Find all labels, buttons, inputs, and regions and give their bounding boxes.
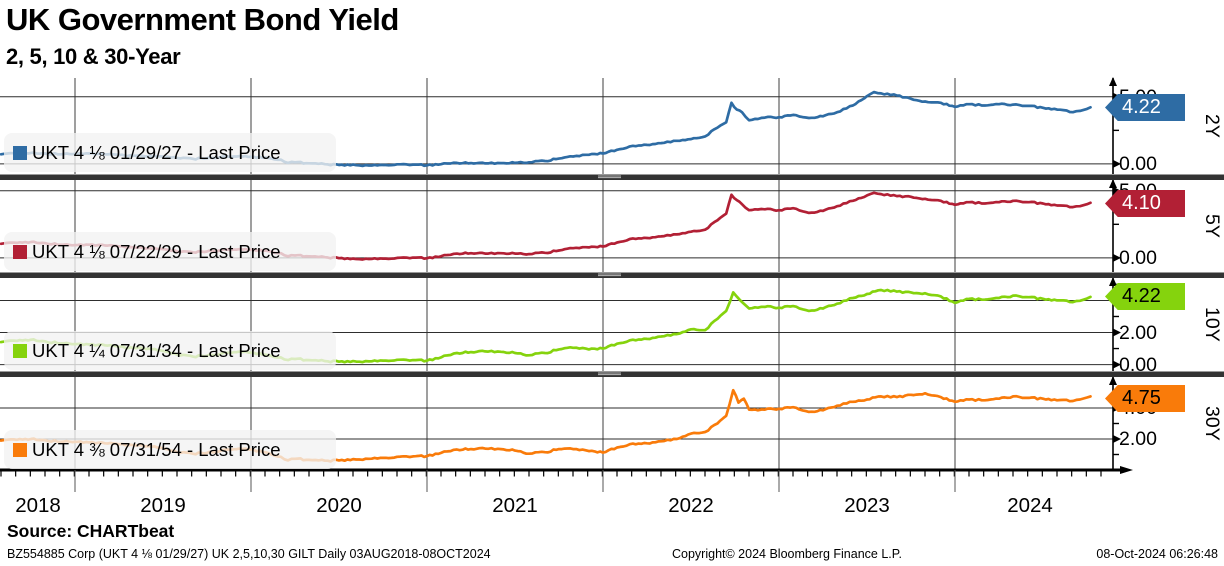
legend-label: UKT 4 ⅜ 07/31/54 - Last Price	[32, 438, 281, 460]
x-tick-label: 2024	[1007, 494, 1053, 517]
tick-arrow-icon	[1113, 360, 1121, 369]
y-tick-label: 0.00	[1119, 354, 1157, 376]
legend-2y[interactable]: UKT 4 ⅛ 01/29/27 - Last Price	[4, 133, 336, 172]
footer-timestamp: 08-Oct-2024 06:26:48	[1096, 547, 1218, 561]
x-tick-label: 2020	[316, 494, 362, 517]
footer-ticker-info: BZ554885 Corp (UKT 4 ⅛ 01/29/27) UK 2,5,…	[7, 547, 491, 561]
x-tick-label: 2018	[15, 494, 61, 517]
panel-axis-label-5y: 5Y	[1201, 214, 1223, 238]
panel-axis-label-2y: 2Y	[1201, 114, 1223, 138]
legend-10y[interactable]: UKT 4 ¼ 07/31/34 - Last Price	[4, 331, 336, 370]
panel-axis-label-10y: 10Y	[1201, 307, 1223, 342]
last-price-tag-2y[interactable]: 4.22	[1105, 94, 1185, 121]
source-line: Source: CHARTbeat	[7, 521, 175, 541]
legend-label: UKT 4 ⅛ 07/22/29 - Last Price	[32, 240, 281, 262]
y-tick-label: 2.00	[1119, 322, 1157, 344]
series-swatch-icon	[13, 244, 27, 259]
tick-arrow-icon	[1113, 186, 1121, 195]
axis-arrow-up-icon	[1109, 179, 1117, 188]
y-tick-label: 0.00	[1119, 153, 1157, 175]
tick-arrow-icon	[1113, 328, 1121, 337]
series-swatch-icon	[13, 442, 27, 457]
x-tick-label: 2021	[492, 494, 538, 517]
last-price-tag-30y[interactable]: 4.75	[1105, 385, 1185, 412]
page-title: UK Government Bond Yield	[6, 2, 399, 37]
last-price-tag-5y[interactable]: 4.10	[1105, 190, 1185, 217]
series-swatch-icon	[13, 145, 27, 160]
axis-arrow-up-icon	[1109, 376, 1117, 385]
legend-30y[interactable]: UKT 4 ⅜ 07/31/54 - Last Price	[4, 430, 336, 469]
axis-arrow-right-icon	[1120, 466, 1133, 474]
y-tick-label: 0.00	[1119, 247, 1157, 269]
series-swatch-icon	[13, 343, 27, 358]
tick-arrow-icon	[1113, 159, 1121, 168]
x-tick-label: 2019	[140, 494, 186, 517]
legend-label: UKT 4 ¼ 07/31/34 - Last Price	[32, 339, 281, 361]
tick-arrow-icon	[1113, 435, 1121, 443]
tick-arrow-icon	[1113, 253, 1121, 262]
legend-label: UKT 4 ⅛ 01/29/27 - Last Price	[32, 141, 281, 163]
x-tick-label: 2023	[844, 494, 890, 517]
y-tick-label: 2.00	[1119, 428, 1157, 450]
x-tick-label: 2022	[668, 494, 714, 517]
legend-5y[interactable]: UKT 4 ⅛ 07/22/29 - Last Price	[4, 232, 336, 271]
axis-arrow-up-icon	[1109, 77, 1117, 86]
last-price-tag-10y[interactable]: 4.22	[1105, 283, 1185, 310]
panel-axis-label-30y: 30Y	[1201, 406, 1223, 441]
axis-arrow-up-icon	[1109, 277, 1117, 286]
footer-copyright: Copyright© 2024 Bloomberg Finance L.P.	[672, 547, 902, 561]
page-subtitle: 2, 5, 10 & 30-Year	[6, 44, 181, 69]
